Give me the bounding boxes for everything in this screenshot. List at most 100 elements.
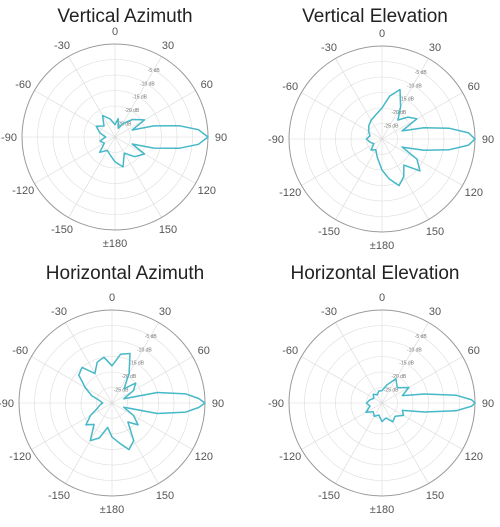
radial-label: -25 dB [114, 388, 129, 394]
angle-label: -120 [279, 451, 301, 463]
angle-label: 150 [159, 224, 177, 236]
angle-label: 120 [465, 187, 483, 199]
angle-label: 90 [482, 398, 494, 410]
angle-label: -60 [15, 79, 31, 91]
angle-label: -120 [279, 187, 301, 199]
angle-label: 120 [195, 451, 213, 463]
angle-label: -60 [282, 81, 298, 93]
angle-label: -150 [51, 224, 73, 236]
radiation-pattern-line [365, 88, 476, 187]
angle-label: -120 [9, 451, 31, 463]
polar-plot: -5 dB -10 dB -15 dB -20 dB -25 dB 0 30 60 90 120 1… [0, 292, 224, 516]
angle-label: 0 [379, 292, 385, 304]
radial-label: -5 dB [145, 334, 158, 340]
angle-label: 90 [212, 398, 224, 410]
angle-label: 90 [215, 132, 227, 144]
grid-ring [304, 325, 460, 481]
angle-label: -30 [54, 40, 70, 52]
grid-ring [99, 121, 131, 153]
chart-title: Horizontal Elevation [290, 263, 460, 284]
chart-title: Vertical Azimuth [57, 6, 193, 27]
radial-label: -10 dB [140, 81, 155, 87]
angle-label: 30 [429, 42, 441, 54]
radiation-pattern-line [95, 114, 209, 168]
grid-ring [52, 74, 178, 200]
angle-label: 150 [426, 490, 444, 502]
angle-label: 30 [162, 40, 174, 52]
radial-label: -10 dB [137, 347, 152, 353]
radial-label: -15 dB [399, 361, 414, 367]
angle-label: -90 [268, 134, 284, 146]
radial-label: -15 dB [129, 361, 144, 367]
chart-horizontal-azimuth: Horizontal Azimuth -5 dB -10 dB -15 dB -20 … [0, 263, 250, 526]
chart-vertical-azimuth: Vertical Azimuth -5 dB -10 dB -15 dB -20 dB… [0, 0, 250, 263]
angle-label: 0 [112, 26, 118, 38]
angle-label: -90 [1, 132, 17, 144]
chart-title: Vertical Elevation [302, 6, 448, 27]
radial-label: -10 dB [407, 83, 422, 89]
angle-label: -90 [0, 398, 14, 410]
angle-label: -30 [321, 42, 337, 54]
grid-ring [49, 340, 175, 466]
grid-ring [37, 59, 193, 215]
angle-label: -60 [282, 345, 298, 357]
angle-label: -120 [12, 185, 34, 197]
radial-label: -15 dB [399, 97, 414, 103]
angle-label: -30 [321, 306, 337, 318]
grid-ring [319, 340, 445, 466]
angle-label: 120 [465, 451, 483, 463]
radiation-pattern-line [78, 352, 206, 451]
angle-label: 150 [426, 226, 444, 238]
angle-label: 60 [468, 81, 480, 93]
radial-label: -20 dB [125, 108, 140, 114]
grid-ring [335, 356, 429, 450]
radial-label: -25 dB [384, 124, 399, 130]
radial-label: -5 dB [415, 334, 428, 340]
grid-ring [304, 61, 460, 217]
grid-ring [335, 92, 429, 186]
grid-ring [96, 387, 128, 419]
angle-label: 120 [198, 185, 216, 197]
angle-label: -150 [48, 490, 70, 502]
grid-ring [80, 371, 144, 435]
radial-label: -25 dB [384, 388, 399, 394]
angle-label: 60 [468, 345, 480, 357]
chart-vertical-elevation: Vertical Elevation -5 dB -10 dB -15 dB -20 … [250, 0, 500, 263]
angle-label: -60 [12, 345, 28, 357]
polar-plot: -5 dB-10 dB-15 dB-20 dB-25 dB03060901201… [268, 28, 494, 252]
angle-label: 0 [379, 28, 385, 40]
angle-label: -150 [318, 226, 340, 238]
angle-label: 60 [198, 345, 210, 357]
angle-label: 60 [201, 79, 213, 91]
grid-ring [350, 371, 414, 435]
angle-label: ±180 [370, 504, 394, 516]
angle-label: 0 [109, 292, 115, 304]
angle-label: -150 [318, 490, 340, 502]
radial-label: -5 dB [415, 70, 428, 76]
angle-label: -30 [51, 306, 67, 318]
grid-ring [65, 356, 159, 450]
polar-plot: -5 dB -10 dB -15 dB -20 dB -25 dB 0 30 60 90 120 1… [1, 26, 227, 250]
angle-label: 150 [156, 490, 174, 502]
grid-ring [34, 325, 190, 481]
grid-ring [319, 76, 445, 202]
radial-label: -25 dB [117, 122, 132, 128]
angle-label: 30 [429, 306, 441, 318]
angle-label: ±180 [100, 504, 124, 516]
chart-title: Horizontal Azimuth [45, 263, 205, 284]
angle-label: 30 [159, 306, 171, 318]
chart-horizontal-elevation: Horizontal Elevation -5 dB -10 dB -15 dB -2… [250, 263, 500, 526]
angle-label: ±180 [103, 238, 127, 250]
angle-label: 90 [482, 134, 494, 146]
grid-ring [83, 105, 147, 169]
angle-label: ±180 [370, 240, 394, 252]
radial-label: -20 dB [122, 374, 137, 380]
radiation-pattern-line [365, 378, 476, 423]
grid-ring [68, 90, 162, 184]
radial-label: -15 dB [132, 95, 147, 101]
polar-plot: -5 dB -10 dB -15 dB -20 dB -25 dB 0 30 60 90 120 1… [268, 292, 494, 516]
angle-label: -90 [268, 398, 284, 410]
radial-label: -10 dB [407, 347, 422, 353]
radial-label: -20 dB [392, 374, 407, 380]
radial-label: -5 dB [148, 68, 161, 74]
